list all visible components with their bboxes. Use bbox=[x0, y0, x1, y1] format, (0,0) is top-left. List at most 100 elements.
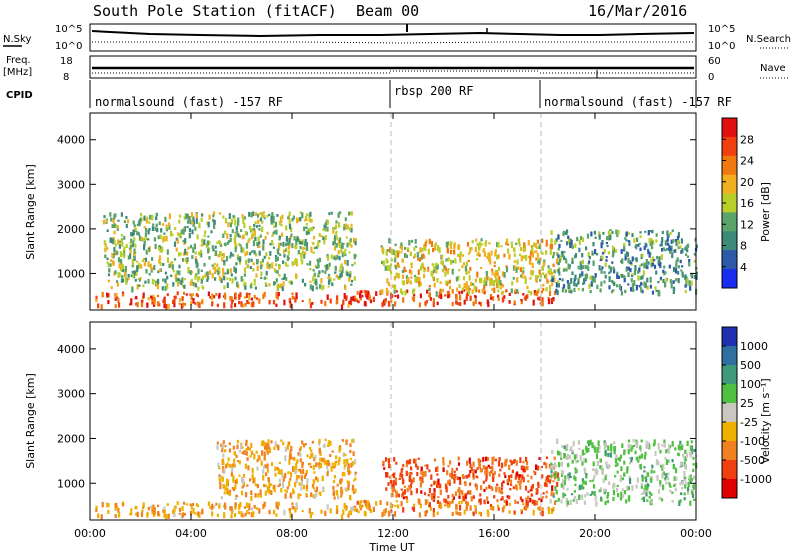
echo-cell bbox=[138, 278, 141, 282]
echo-cell bbox=[322, 486, 325, 492]
echo-cell bbox=[649, 230, 653, 233]
echo-cell bbox=[428, 469, 431, 473]
echo-cell bbox=[467, 490, 470, 495]
echo-cell bbox=[537, 465, 540, 471]
echo-cell bbox=[461, 491, 464, 496]
echo-cell bbox=[234, 276, 237, 281]
echo-cell bbox=[641, 275, 644, 280]
echo-cell bbox=[662, 269, 665, 274]
echo-cell bbox=[275, 513, 278, 517]
echo-cell bbox=[316, 477, 319, 483]
echo-cell bbox=[668, 264, 671, 269]
colorbar-tick-label: 28 bbox=[740, 133, 754, 146]
echo-cell bbox=[560, 473, 564, 477]
echo-cell bbox=[418, 277, 421, 282]
echo-cell bbox=[503, 253, 506, 258]
echo-cell bbox=[432, 247, 435, 253]
echo-cell bbox=[176, 281, 179, 284]
echo-cell bbox=[627, 283, 630, 286]
echo-cell bbox=[297, 493, 300, 500]
echo-cell bbox=[299, 468, 302, 473]
echo-cell bbox=[306, 478, 309, 484]
echo-cell bbox=[550, 462, 553, 468]
echo-cell bbox=[635, 443, 639, 449]
echo-cell bbox=[412, 477, 415, 483]
echo-cell bbox=[681, 271, 684, 277]
echo-cell bbox=[235, 226, 238, 231]
echo-cell bbox=[222, 453, 225, 458]
echo-cell bbox=[354, 298, 357, 302]
echo-cell bbox=[547, 265, 550, 269]
echo-cell bbox=[253, 230, 256, 237]
echo-cell bbox=[133, 224, 136, 227]
echo-cell bbox=[129, 245, 132, 249]
echo-cell bbox=[497, 507, 500, 511]
echo-cell bbox=[478, 245, 481, 251]
echo-cell bbox=[672, 266, 676, 272]
echo-cell bbox=[684, 456, 687, 460]
echo-cell bbox=[255, 450, 258, 454]
echo-cell bbox=[136, 301, 139, 308]
echo-cell bbox=[636, 441, 639, 445]
echo-cell bbox=[226, 462, 229, 467]
echo-cell bbox=[616, 470, 619, 474]
echo-cell bbox=[266, 469, 270, 473]
echo-cell bbox=[336, 483, 339, 487]
y-tick-label: 2000 bbox=[57, 223, 85, 236]
echo-cell bbox=[557, 247, 560, 251]
echo-cell bbox=[455, 504, 458, 510]
echo-cell bbox=[675, 259, 678, 264]
echo-cell bbox=[430, 241, 434, 247]
echo-cell bbox=[563, 255, 566, 260]
echo-cell bbox=[491, 268, 494, 272]
echo-cell bbox=[558, 243, 561, 248]
echo-cell bbox=[599, 465, 602, 469]
nave-tick-top: 60 bbox=[708, 56, 721, 67]
echo-cell bbox=[414, 458, 417, 465]
echo-cell bbox=[556, 251, 559, 255]
echo-cell bbox=[221, 448, 224, 453]
echo-cell bbox=[623, 244, 626, 250]
echo-cell bbox=[324, 300, 327, 307]
echo-cell bbox=[623, 472, 626, 477]
echo-cell bbox=[643, 281, 646, 288]
echo-cell bbox=[207, 275, 210, 280]
echo-cell bbox=[312, 494, 315, 499]
echo-cell bbox=[243, 296, 246, 299]
echo-cell bbox=[480, 277, 483, 283]
echo-cell bbox=[400, 488, 403, 491]
echo-cell bbox=[301, 510, 304, 513]
echo-cell bbox=[480, 266, 483, 270]
echo-cell bbox=[493, 471, 496, 475]
echo-cell bbox=[306, 231, 309, 235]
echo-cell bbox=[649, 242, 652, 247]
echo-cell bbox=[248, 294, 251, 301]
echo-cell bbox=[594, 447, 597, 452]
echo-cell bbox=[342, 299, 345, 306]
echo-cell bbox=[459, 259, 462, 263]
echo-cell bbox=[410, 262, 413, 266]
echo-cell bbox=[229, 255, 232, 259]
beam-title: Beam 00 bbox=[356, 2, 419, 20]
echo-cell bbox=[124, 266, 127, 272]
echo-cell bbox=[508, 502, 511, 506]
echo-cell bbox=[502, 290, 505, 294]
echo-cell bbox=[326, 226, 329, 232]
echo-cell bbox=[628, 462, 631, 465]
echo-cell bbox=[674, 467, 678, 474]
echo-cell bbox=[677, 444, 680, 450]
echo-cell bbox=[330, 211, 333, 215]
echo-cell bbox=[624, 255, 627, 261]
echo-cell bbox=[550, 465, 553, 469]
echo-cell bbox=[312, 480, 315, 485]
echo-cell bbox=[211, 503, 214, 506]
echo-cell bbox=[614, 464, 617, 467]
echo-cell bbox=[493, 287, 496, 293]
echo-cell bbox=[547, 475, 550, 481]
echo-cell bbox=[277, 469, 280, 473]
echo-cell bbox=[429, 297, 432, 301]
echo-cell bbox=[121, 266, 124, 270]
echo-cell bbox=[238, 294, 241, 300]
echo-cell bbox=[391, 492, 394, 498]
echo-cell bbox=[224, 485, 227, 492]
